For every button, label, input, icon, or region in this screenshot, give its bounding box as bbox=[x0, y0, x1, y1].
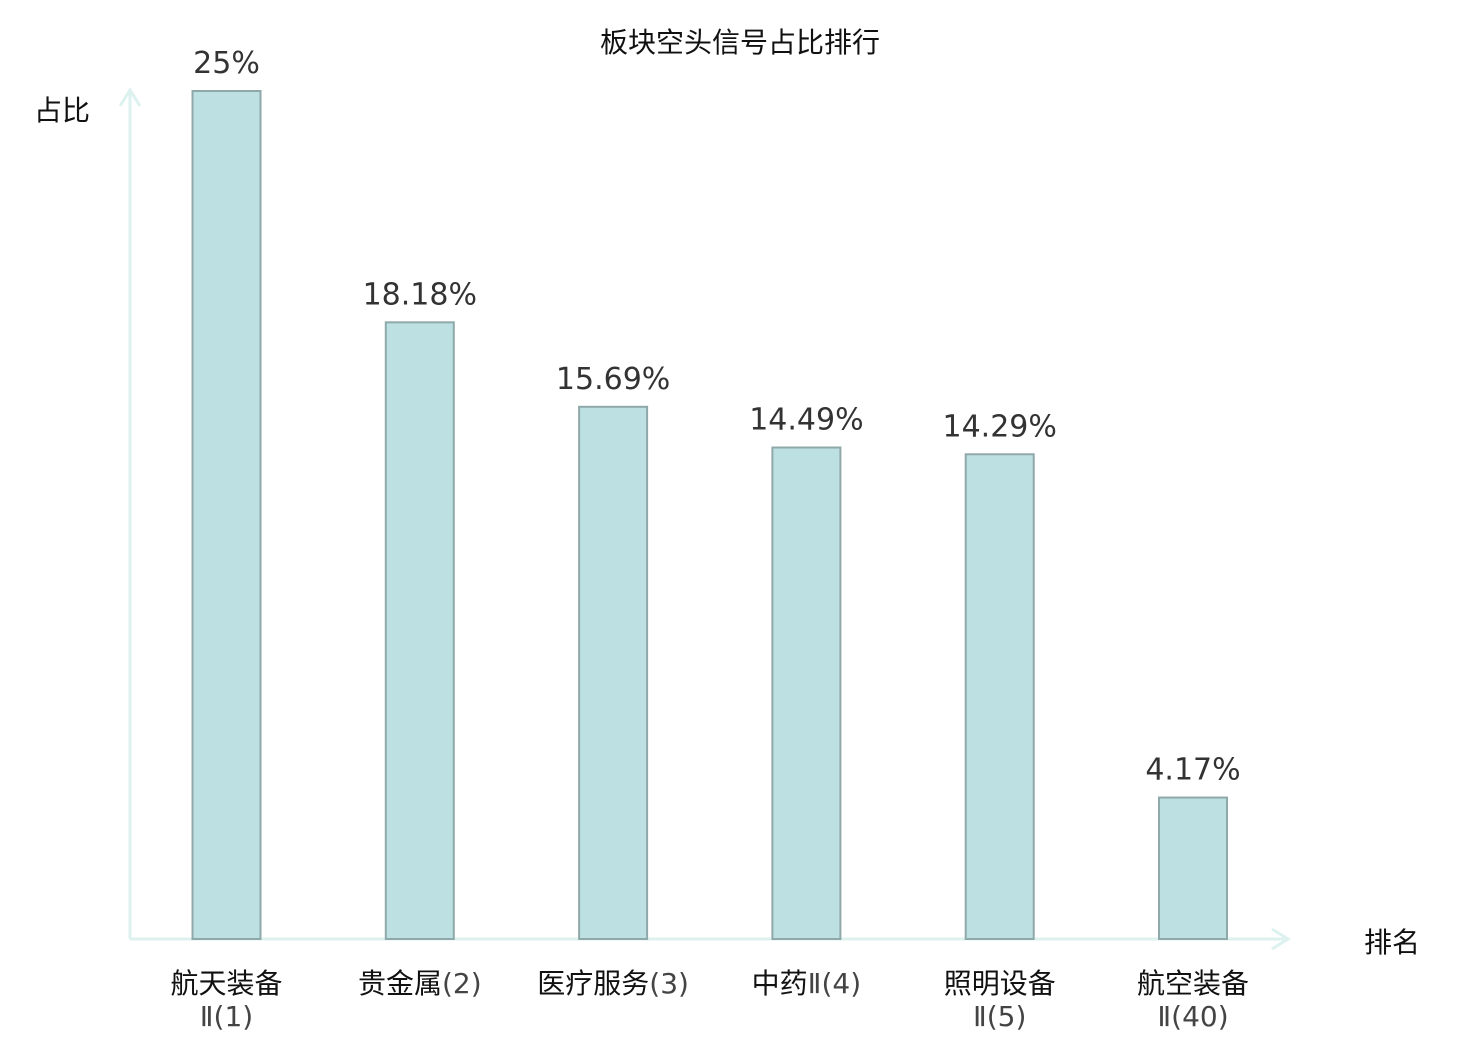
y-axis-label: 占比 bbox=[34, 94, 90, 127]
axes bbox=[118, 87, 1291, 951]
category-name: 医疗服务 bbox=[537, 967, 649, 1000]
category-label-4: 中药Ⅱ(4) bbox=[752, 967, 861, 1000]
x-axis-arrow bbox=[1271, 927, 1291, 951]
category-rank: (2) bbox=[442, 967, 482, 1000]
category-rank-6: Ⅱ(40) bbox=[1157, 1000, 1228, 1033]
value-label-2: 18.18% bbox=[363, 277, 477, 312]
bar-3 bbox=[578, 405, 649, 940]
y-axis-arrow bbox=[118, 87, 142, 107]
category-label-3: 医疗服务(3) bbox=[537, 967, 689, 1000]
category-rank-5: Ⅱ(5) bbox=[973, 1000, 1026, 1033]
category-name-5: 照明设备 bbox=[944, 967, 1056, 1000]
value-label-4: 14.49% bbox=[749, 402, 863, 437]
value-label-3: 15.69% bbox=[556, 362, 670, 397]
value-label-1: 25% bbox=[193, 46, 260, 81]
category-label-2: 贵金属(2) bbox=[358, 967, 482, 1000]
bar-1 bbox=[191, 90, 262, 940]
bar-2 bbox=[384, 321, 455, 940]
category-name: 贵金属 bbox=[358, 967, 442, 1000]
category-name-1: 航天装备 bbox=[170, 967, 282, 1000]
bar-5 bbox=[964, 453, 1035, 940]
value-label-6: 4.17% bbox=[1145, 753, 1240, 788]
category-rank: Ⅱ(4) bbox=[808, 967, 861, 1000]
value-labels-group: 25% 18.18% 15.69% 14.49% 14.29% 4.17% bbox=[193, 46, 1241, 788]
chart-title: 板块空头信号占比排行 bbox=[600, 26, 880, 59]
category-name: 中药 bbox=[752, 967, 808, 1000]
category-name-6: 航空装备 bbox=[1137, 967, 1249, 1000]
category-rank: (3) bbox=[649, 967, 689, 1000]
category-rank-1: Ⅱ(1) bbox=[200, 1000, 253, 1033]
bar-6 bbox=[1158, 796, 1228, 940]
bar-4 bbox=[771, 446, 842, 940]
bars-group bbox=[191, 90, 1228, 940]
value-label-5: 14.29% bbox=[943, 409, 1057, 444]
x-axis-label: 排名 bbox=[1364, 926, 1420, 959]
